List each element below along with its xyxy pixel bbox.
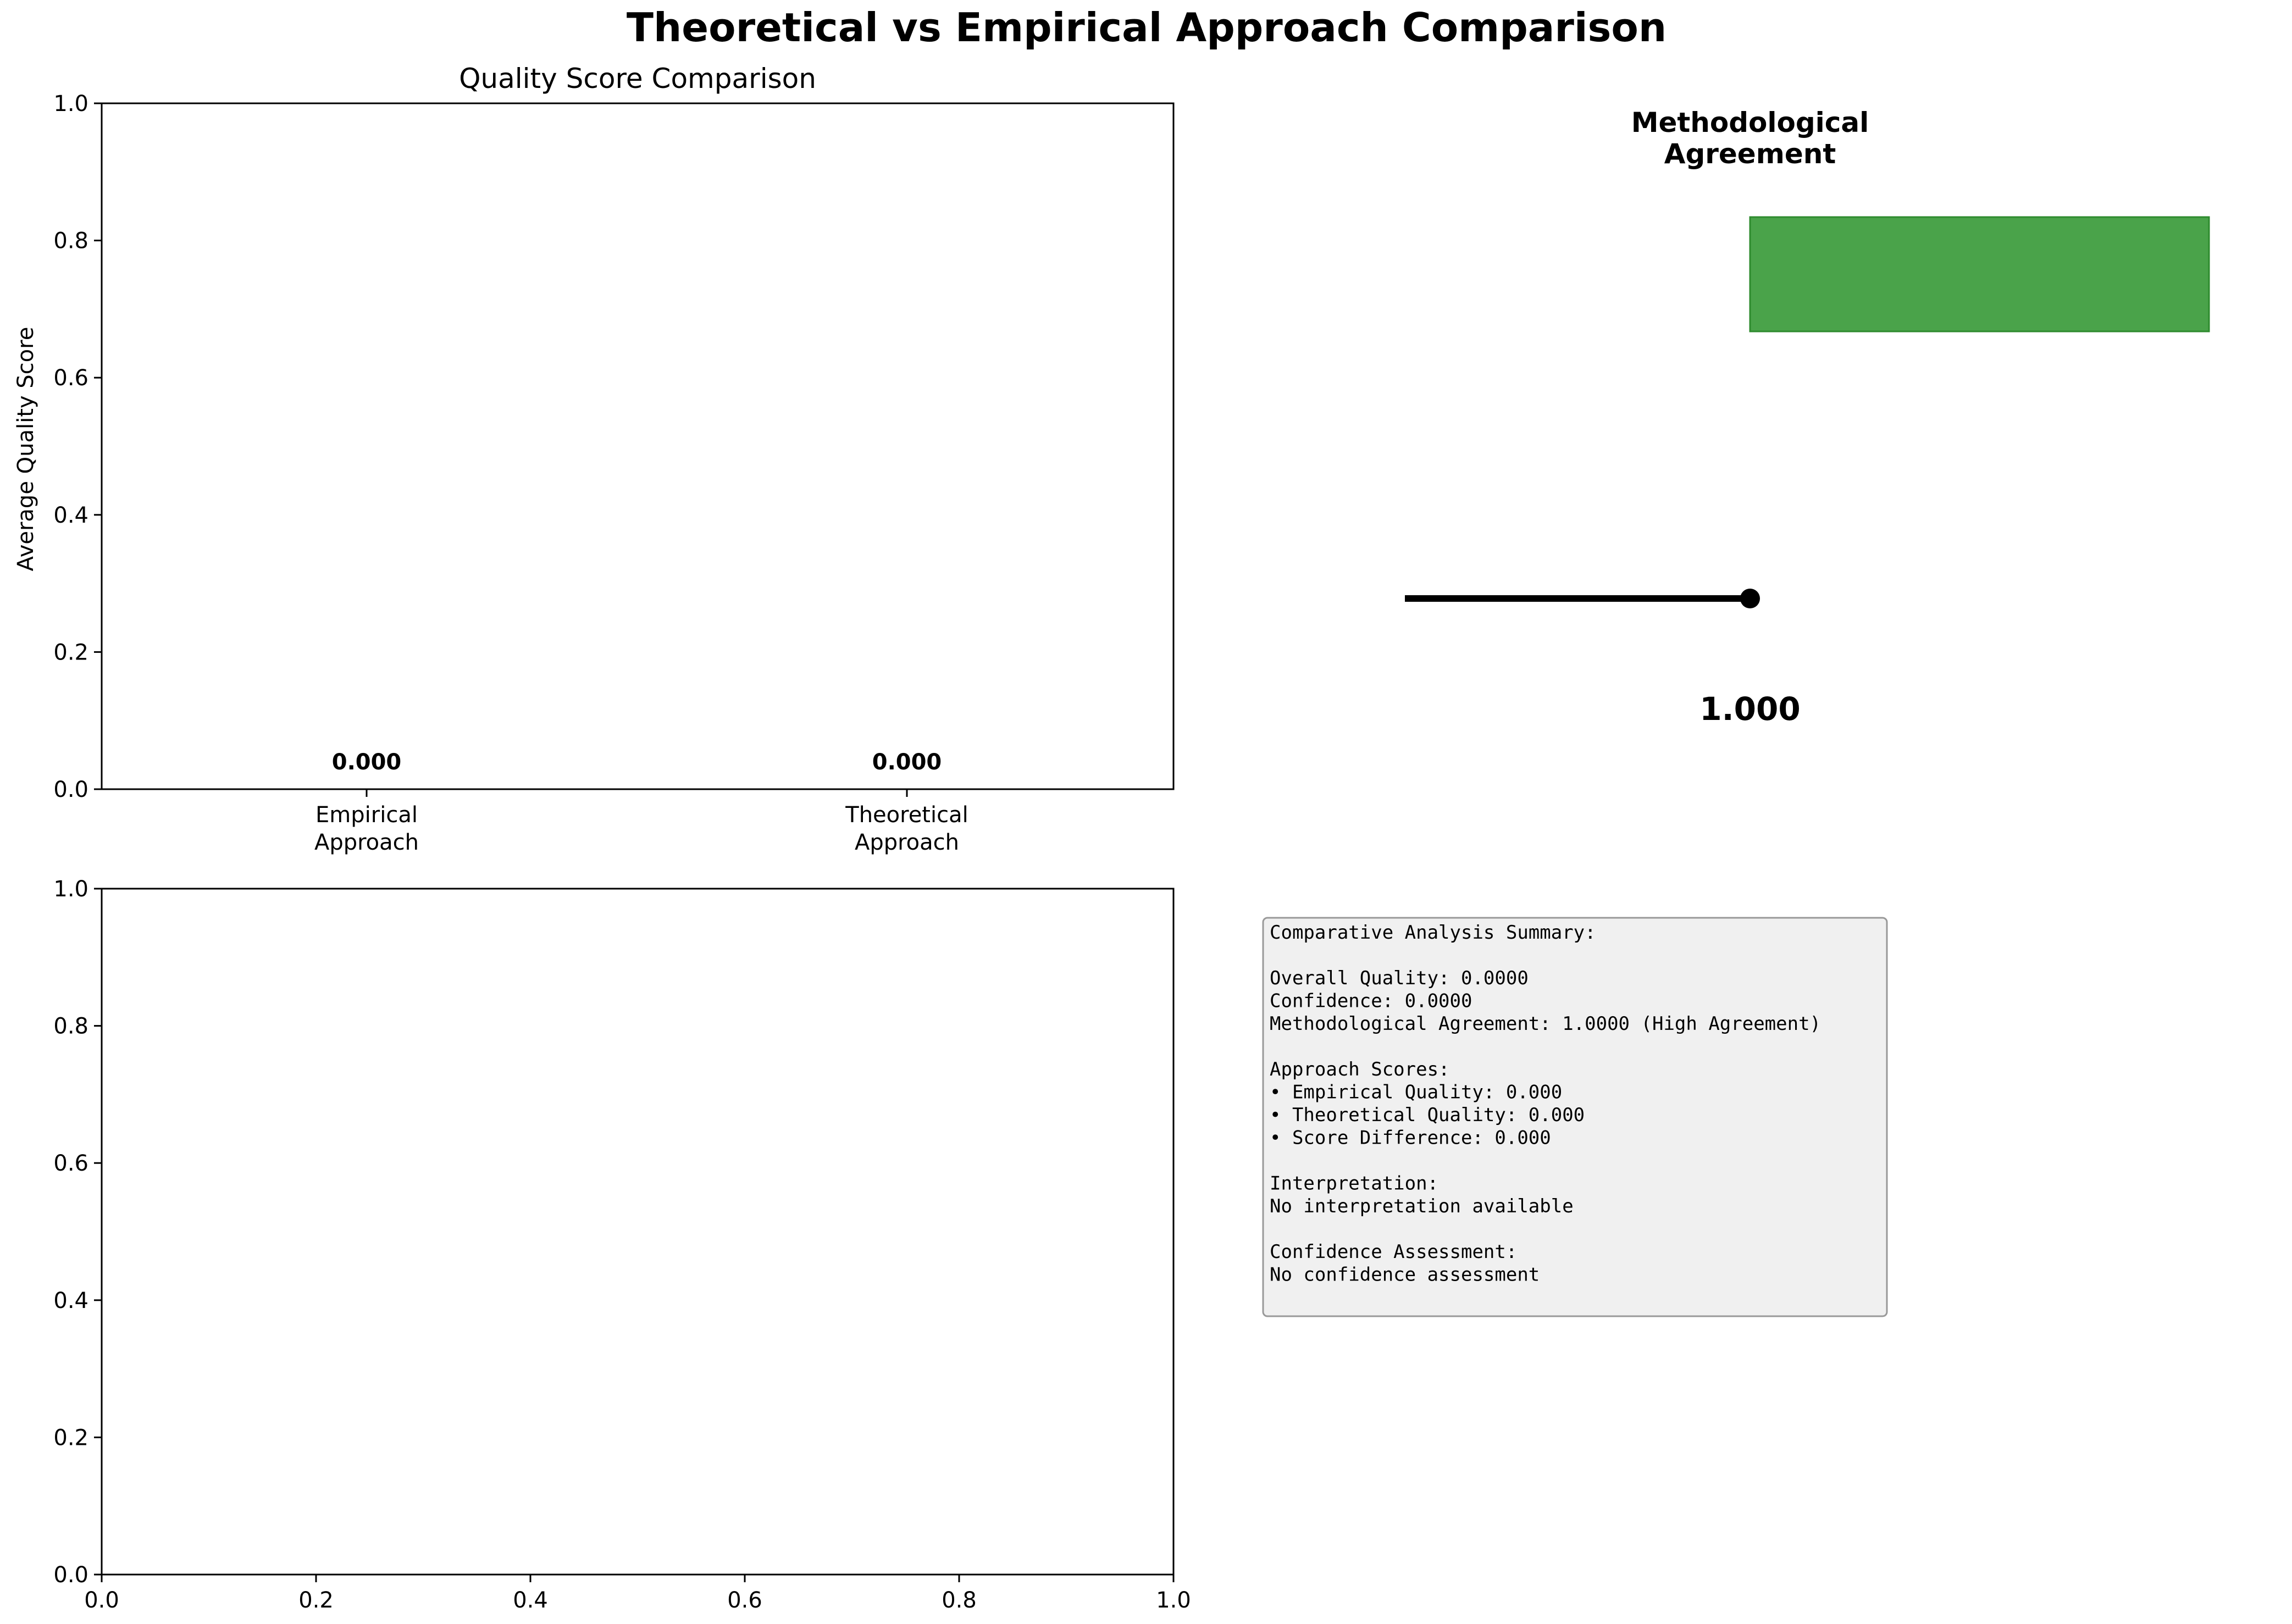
bar-chart-value-labels: 0.000 0.000 bbox=[332, 750, 942, 775]
bar-chart-category-label: Empirical bbox=[315, 802, 418, 828]
empty-plot-y-tick-label: 0.2 bbox=[53, 1425, 88, 1450]
empty-plot-y-tick-label: 0.0 bbox=[53, 1562, 88, 1588]
summary-box-background bbox=[1262, 917, 1888, 1317]
gauge-title-line-1: Methodological bbox=[1631, 107, 1869, 138]
empty-plot-x-tick-label: 0.4 bbox=[513, 1588, 548, 1613]
summary-line: • Theoretical Quality: 0.000 bbox=[1270, 1104, 1585, 1126]
summary-line: No confidence assessment bbox=[1270, 1264, 1540, 1286]
summary-line: No interpretation available bbox=[1270, 1195, 1574, 1217]
gauge-value-label: 1.000 bbox=[1699, 690, 1800, 728]
empty-plot-y-ticks: 0.0 0.2 0.4 0.6 0.8 1.0 bbox=[53, 877, 102, 1588]
summary-box: Comparative Analysis Summary: Overall Qua… bbox=[1262, 917, 1888, 1317]
empty-plot-x-tick-label: 0.2 bbox=[298, 1588, 334, 1613]
bar-chart-category-label: Approach bbox=[855, 830, 959, 855]
quality-score-chart: Quality Score Comparison Average Quality… bbox=[13, 63, 1175, 855]
bar-chart-y-tick-label: 0.0 bbox=[53, 777, 88, 802]
summary-line: • Empirical Quality: 0.000 bbox=[1270, 1082, 1562, 1104]
gauge-title-line-2: Agreement bbox=[1664, 138, 1836, 170]
bar-chart-y-tick-label: 0.8 bbox=[53, 229, 88, 254]
summary-line: Confidence: 0.0000 bbox=[1270, 990, 1472, 1012]
gauge-needle-hub bbox=[1740, 589, 1760, 608]
empty-plot-x-tick-label: 1.0 bbox=[1156, 1588, 1191, 1613]
summary-line: • Score Difference: 0.000 bbox=[1270, 1127, 1551, 1149]
bar-chart-y-tick-label: 0.6 bbox=[53, 365, 88, 391]
bar-value-label: 0.000 bbox=[872, 750, 942, 775]
empty-plot-x-tick-label: 0.6 bbox=[727, 1588, 762, 1613]
empty-plot-x-tick-label: 0.8 bbox=[942, 1588, 977, 1613]
empty-plot-y-tick-label: 1.0 bbox=[53, 877, 88, 902]
empty-plot-x-tick-label: 0.0 bbox=[84, 1588, 119, 1613]
empty-plot-x-ticks: 0.0 0.2 0.4 0.6 0.8 1.0 bbox=[84, 1575, 1191, 1613]
empty-plot: 0.0 0.2 0.4 0.6 0.8 1.0 0.0 0.2 0.4 0.6 0.8 1.0 bbox=[53, 877, 1191, 1613]
bar-value-label: 0.000 bbox=[332, 750, 402, 775]
bar-chart-y-ticks: 0.0 0.2 0.4 0.6 0.8 1.0 bbox=[53, 91, 102, 802]
empty-plot-y-tick-label: 0.4 bbox=[53, 1288, 88, 1313]
bar-chart-y-tick-label: 0.2 bbox=[53, 640, 88, 665]
bar-chart-title: Quality Score Comparison bbox=[459, 63, 816, 95]
figure-title: Theoretical vs Empirical Approach Compar… bbox=[627, 4, 1667, 51]
agreement-gauge: Methodological Agreement 1.000 bbox=[1405, 107, 2210, 728]
summary-line: Interpretation: bbox=[1270, 1173, 1438, 1195]
summary-line: Approach Scores: bbox=[1270, 1058, 1450, 1080]
bar-chart-y-tick-label: 0.4 bbox=[53, 503, 88, 528]
bar-chart-category-label: Theoretical bbox=[845, 802, 968, 828]
summary-line: Methodological Agreement: 1.0000 (High A… bbox=[1270, 1013, 1821, 1035]
empty-plot-y-tick-label: 0.6 bbox=[53, 1151, 88, 1176]
empty-plot-y-tick-label: 0.8 bbox=[53, 1014, 88, 1039]
bar-chart-y-tick-label: 1.0 bbox=[53, 91, 88, 117]
empty-plot-frame bbox=[101, 888, 1175, 1576]
summary-text: Comparative Analysis Summary: Overall Qua… bbox=[1270, 922, 1821, 1286]
bar-chart-category-label: Approach bbox=[314, 830, 419, 855]
bar-chart-y-label: Average Quality Score bbox=[13, 327, 38, 572]
summary-line: Comparative Analysis Summary: bbox=[1270, 922, 1596, 944]
gauge-agreement-band bbox=[1749, 216, 2210, 332]
bar-chart-frame bbox=[101, 102, 1175, 790]
summary-line: Overall Quality: 0.0000 bbox=[1270, 967, 1529, 989]
summary-line: Confidence Assessment: bbox=[1270, 1241, 1517, 1263]
